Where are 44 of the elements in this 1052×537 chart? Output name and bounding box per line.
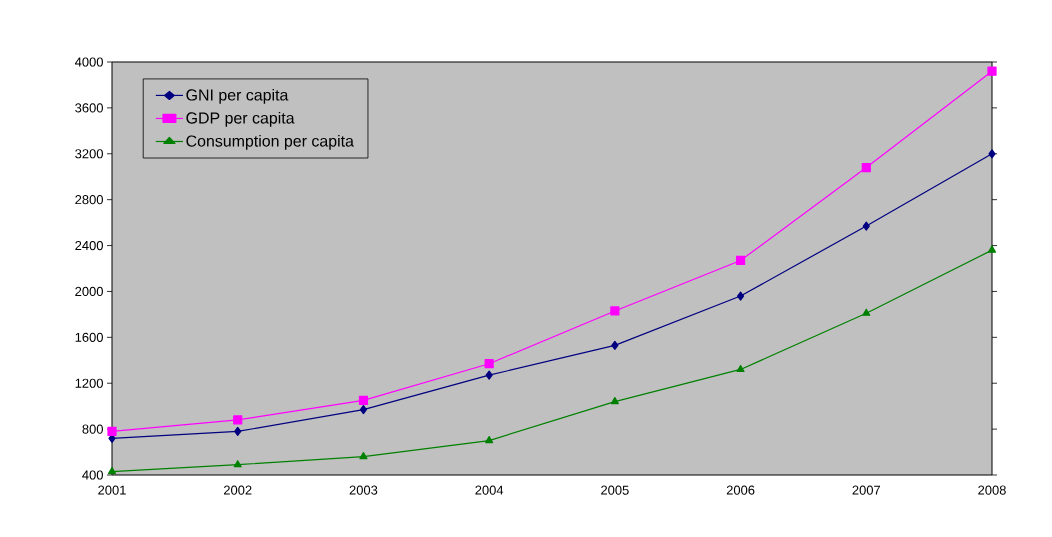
point bbox=[484, 359, 494, 369]
y-tick-label: 4000 bbox=[74, 57, 103, 67]
y-tick-label: 800 bbox=[82, 424, 103, 434]
point bbox=[988, 149, 996, 159]
legend-label: GDP per capita bbox=[186, 111, 295, 127]
y-tick-label: 3200 bbox=[75, 149, 103, 159]
y-tick-label: 2800 bbox=[75, 195, 103, 205]
point bbox=[233, 460, 242, 468]
point bbox=[234, 426, 242, 437]
point bbox=[359, 452, 368, 460]
y-tick-label: 2000 bbox=[75, 286, 103, 297]
x-tick-label: 2005 bbox=[601, 485, 629, 495]
point bbox=[987, 66, 997, 76]
point bbox=[735, 255, 746, 266]
legend-label: Consumption per capita bbox=[186, 134, 354, 150]
point bbox=[107, 466, 117, 475]
x-tick-label: 2001 bbox=[98, 485, 126, 495]
y-tick-label: 1200 bbox=[75, 378, 103, 388]
point bbox=[862, 308, 871, 316]
point bbox=[862, 221, 870, 231]
legend-label: GNI per capita bbox=[186, 88, 289, 104]
point bbox=[736, 364, 745, 373]
point bbox=[359, 405, 368, 415]
point bbox=[233, 415, 243, 425]
point bbox=[485, 435, 494, 444]
point bbox=[987, 245, 997, 253]
x-tick-label: 2006 bbox=[726, 485, 755, 495]
point bbox=[736, 291, 745, 301]
point bbox=[861, 162, 871, 173]
x-tick-label: 2003 bbox=[349, 485, 378, 495]
y-tick-label: 400 bbox=[82, 470, 103, 480]
x-tick-label: 2002 bbox=[223, 485, 252, 495]
point bbox=[107, 426, 117, 437]
point bbox=[358, 395, 369, 406]
y-tick-label: 3600 bbox=[75, 103, 103, 113]
y-tick-label: 2400 bbox=[75, 240, 103, 251]
y-tick-label: 1600 bbox=[75, 332, 103, 342]
point bbox=[610, 396, 619, 405]
point bbox=[610, 306, 620, 316]
point bbox=[485, 370, 493, 380]
point bbox=[611, 340, 619, 350]
x-tick-label: 2008 bbox=[978, 485, 1006, 495]
x-tick-label: 2007 bbox=[852, 485, 881, 495]
x-tick-label: 2004 bbox=[475, 485, 504, 495]
